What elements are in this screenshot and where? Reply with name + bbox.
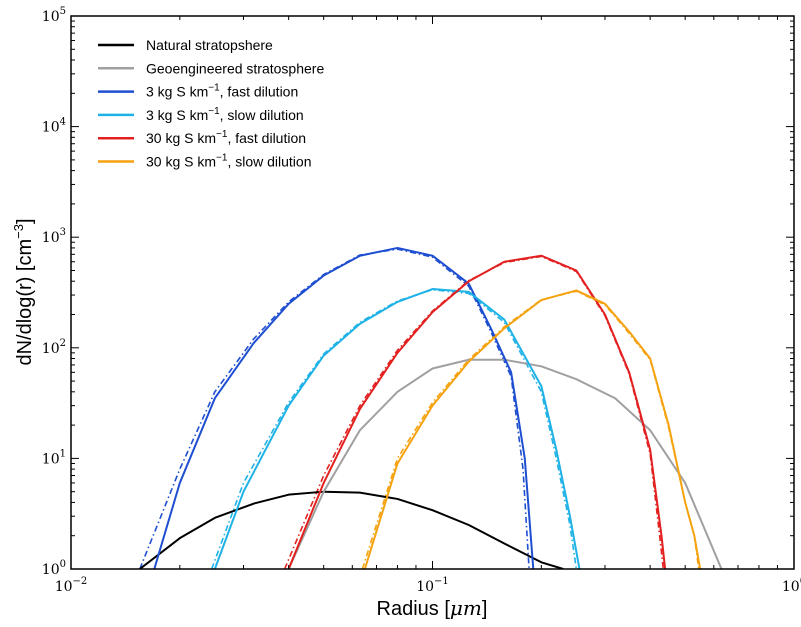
x-axis-label-unit: μm bbox=[450, 596, 482, 620]
x-tick-label-base: 10 bbox=[55, 579, 73, 595]
legend-entry-name: 30 kg S km bbox=[146, 154, 216, 170]
y-tick-label-exponent: 1 bbox=[60, 448, 66, 459]
y-tick-label-exponent: 4 bbox=[60, 117, 66, 128]
series-line bbox=[139, 490, 564, 569]
legend-entry-label: 30 kg S km−1, slow dilution bbox=[146, 153, 311, 170]
x-tick-label-exponent: 0 bbox=[800, 576, 801, 587]
x-tick-label-base: 10 bbox=[782, 579, 800, 595]
y-tick-label-base: 10 bbox=[42, 562, 60, 578]
plot-frame bbox=[70, 15, 795, 570]
x-tick-label: 10−2 bbox=[55, 576, 88, 595]
y-tick-label-exponent: 0 bbox=[60, 559, 66, 570]
legend-entry-suffix: , slow dilution bbox=[227, 154, 311, 170]
x-tick-label: 10−1 bbox=[416, 576, 449, 595]
series-dashdot-line bbox=[361, 290, 700, 569]
legend-entry-suffix: , fast dilution bbox=[227, 130, 306, 146]
legend-entry-exponent: −1 bbox=[208, 106, 220, 117]
legend-entry-label: 30 kg S km−1, fast dilution bbox=[146, 129, 306, 146]
legend-entry-exponent: −1 bbox=[216, 129, 228, 140]
y-axis-label-suffix: ] bbox=[14, 218, 36, 224]
legend-entry-exponent: −1 bbox=[216, 153, 228, 164]
legend-entry-name: 30 kg S km bbox=[146, 130, 216, 146]
series-line bbox=[363, 289, 702, 569]
plot-area bbox=[71, 16, 794, 569]
tick-label-layer: 10−210−1100100101102103104105 bbox=[42, 6, 801, 595]
x-axis-label: Radius [μm] bbox=[377, 596, 488, 620]
x-tick-label: 100 bbox=[782, 576, 801, 595]
y-tick-label-exponent: 2 bbox=[60, 338, 66, 349]
y-tick-label-exponent: 3 bbox=[60, 227, 66, 238]
legend-entry-name: 3 kg S km bbox=[146, 107, 208, 123]
series-line bbox=[213, 288, 581, 569]
y-tick-label: 101 bbox=[42, 448, 66, 467]
series-line bbox=[287, 254, 667, 569]
x-tick-label-exponent: −2 bbox=[73, 576, 88, 587]
y-tick-label-base: 10 bbox=[42, 451, 60, 467]
x-tick-label-exponent: −1 bbox=[434, 576, 449, 587]
y-axis-label: dN/dlog(r) [cm−3] bbox=[11, 218, 36, 365]
legend-entry-name: Geoengineered stratosphere bbox=[146, 60, 324, 76]
y-tick-label: 102 bbox=[42, 338, 66, 357]
x-axis-label-suffix: ] bbox=[482, 598, 488, 620]
y-tick-label: 104 bbox=[42, 117, 66, 136]
legend-entry-exponent: −1 bbox=[208, 83, 220, 94]
y-tick-label: 100 bbox=[42, 559, 66, 578]
y-tick-label-exponent: 5 bbox=[60, 6, 66, 17]
legend-entry-suffix: , slow dilution bbox=[220, 107, 304, 123]
legend: Natural stratopshere Geoengineered strato… bbox=[98, 37, 324, 170]
y-tick-label: 103 bbox=[42, 227, 66, 246]
series-layer bbox=[139, 246, 723, 569]
series-line bbox=[153, 246, 535, 569]
legend-entry-name: 3 kg S km bbox=[146, 84, 208, 100]
legend-entry-label: Natural stratopshere bbox=[146, 37, 273, 53]
legend-entry-label: 3 kg S km−1, fast dilution bbox=[146, 83, 298, 100]
legend-entry-suffix: , fast dilution bbox=[220, 84, 299, 100]
y-tick-label-base: 10 bbox=[42, 120, 60, 136]
y-tick-label-base: 10 bbox=[42, 9, 60, 25]
x-axis-label-prefix: Radius [ bbox=[377, 598, 451, 620]
legend-entry-label: Geoengineered stratosphere bbox=[146, 60, 324, 76]
series-dashdot-line bbox=[139, 248, 530, 569]
y-axis-label-prefix: dN/dlog(r) [cm bbox=[14, 239, 36, 366]
y-tick-label-base: 10 bbox=[42, 230, 60, 246]
legend-entry-label: 3 kg S km−1, slow dilution bbox=[146, 106, 304, 123]
legend-entry-name: Natural stratopshere bbox=[146, 37, 273, 53]
y-axis-label-exponent: −3 bbox=[11, 224, 26, 239]
y-tick-label: 105 bbox=[42, 6, 66, 25]
x-tick-label-base: 10 bbox=[416, 579, 434, 595]
y-tick-label-base: 10 bbox=[42, 341, 60, 357]
